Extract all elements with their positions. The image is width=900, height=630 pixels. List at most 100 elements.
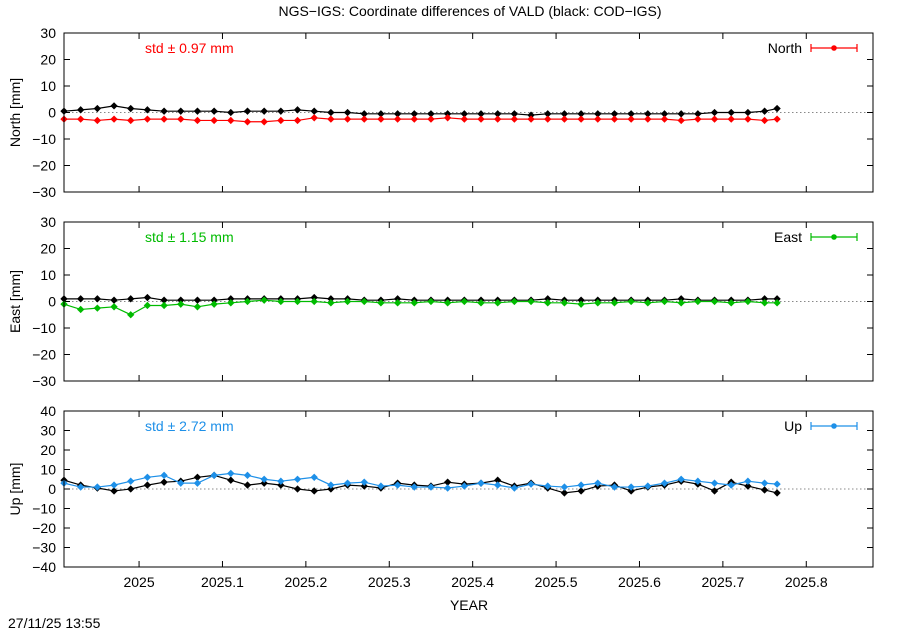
data-point [544,482,552,490]
data-point [527,480,535,488]
data-point [560,299,569,307]
data-point [93,104,102,113]
data-point [460,110,469,118]
data-point [760,299,769,307]
data-point [210,116,218,125]
data-point [127,116,135,125]
y-tick-label: 20 [40,241,56,257]
data-point [460,297,469,306]
legend-label: Up [784,418,802,434]
data-point [773,115,781,123]
y-tick-label: 10 [40,462,56,478]
data-point [610,483,619,491]
data-point [160,107,168,115]
data-point [277,107,285,115]
std-label: std ± 2.72 mm [145,418,234,434]
data-point [160,471,168,480]
data-point [177,115,185,123]
x-tick-label: 2025.4 [451,574,494,590]
data-point [744,297,752,306]
data-point [460,482,469,490]
x-tick-label: 2025.2 [284,574,327,590]
data-point [760,486,769,494]
data-point [310,473,318,481]
data-point [510,297,519,306]
x-tick-label: 2025.8 [785,574,828,590]
data-point [193,107,202,115]
y-tick-label: 40 [40,403,56,419]
data-point [527,111,535,119]
data-point [277,116,285,125]
data-point [494,115,502,123]
data-point [410,115,418,123]
data-point [410,299,418,307]
data-point [143,473,152,481]
data-point [110,487,118,495]
data-point [260,296,268,304]
data-point [677,110,685,118]
footer-timestamp: 27/11/25 13:55 [8,615,101,630]
data-point [160,115,168,123]
data-point [377,110,385,118]
series-line [64,117,778,123]
y-tick-label: −10 [32,320,56,336]
x-tick-label: 2025.3 [368,574,411,590]
data-point [310,297,318,306]
data-point [773,295,781,303]
legend-marker [831,234,837,240]
data-point [93,483,102,491]
y-tick-label: 30 [40,25,56,41]
data-point [427,115,435,123]
data-point [577,300,585,308]
panel-north: 30 20 10 0 −10 −20 −30 North [mm] std ± 0.97 mm N… [7,25,874,200]
std-label: std ± 0.97 mm [145,40,234,56]
data-point [243,107,252,115]
data-point [393,299,402,307]
data-point [93,116,102,125]
data-point [260,118,268,126]
data-point [393,115,402,123]
y-tick-label: −20 [32,158,56,174]
series-line [64,296,778,301]
data-point [110,102,118,110]
data-point [760,107,769,115]
data-point [560,483,569,491]
series-reference [60,102,781,119]
data-point [377,299,385,307]
data-point [360,110,368,118]
y-tick-label: −20 [32,520,56,536]
y-tick-label: −40 [32,559,56,575]
data-point [727,299,735,307]
data-point [744,482,752,490]
data-point [343,115,352,123]
data-point [594,479,602,487]
x-tick-label: 2025.7 [701,574,744,590]
data-point [93,295,102,303]
data-point [494,481,502,489]
y-tick-label: −30 [32,373,56,389]
data-point [727,115,735,123]
data-point [143,481,152,489]
data-point [577,487,585,495]
data-point [227,469,235,478]
data-point [644,115,652,123]
legend-label: East [774,229,802,245]
data-point [177,107,185,115]
data-point [710,108,719,117]
data-point [210,471,218,480]
data-point [577,481,585,489]
data-point [627,110,635,118]
data-point [327,295,335,303]
data-point [627,115,635,123]
data-point [410,483,418,491]
y-tick-label: 20 [40,442,56,458]
data-point [477,110,485,118]
data-point [277,477,285,485]
data-point [627,483,635,491]
data-point [243,118,252,126]
data-point [727,481,735,489]
data-point [293,475,302,483]
data-point [694,477,702,485]
data-point [710,487,719,495]
